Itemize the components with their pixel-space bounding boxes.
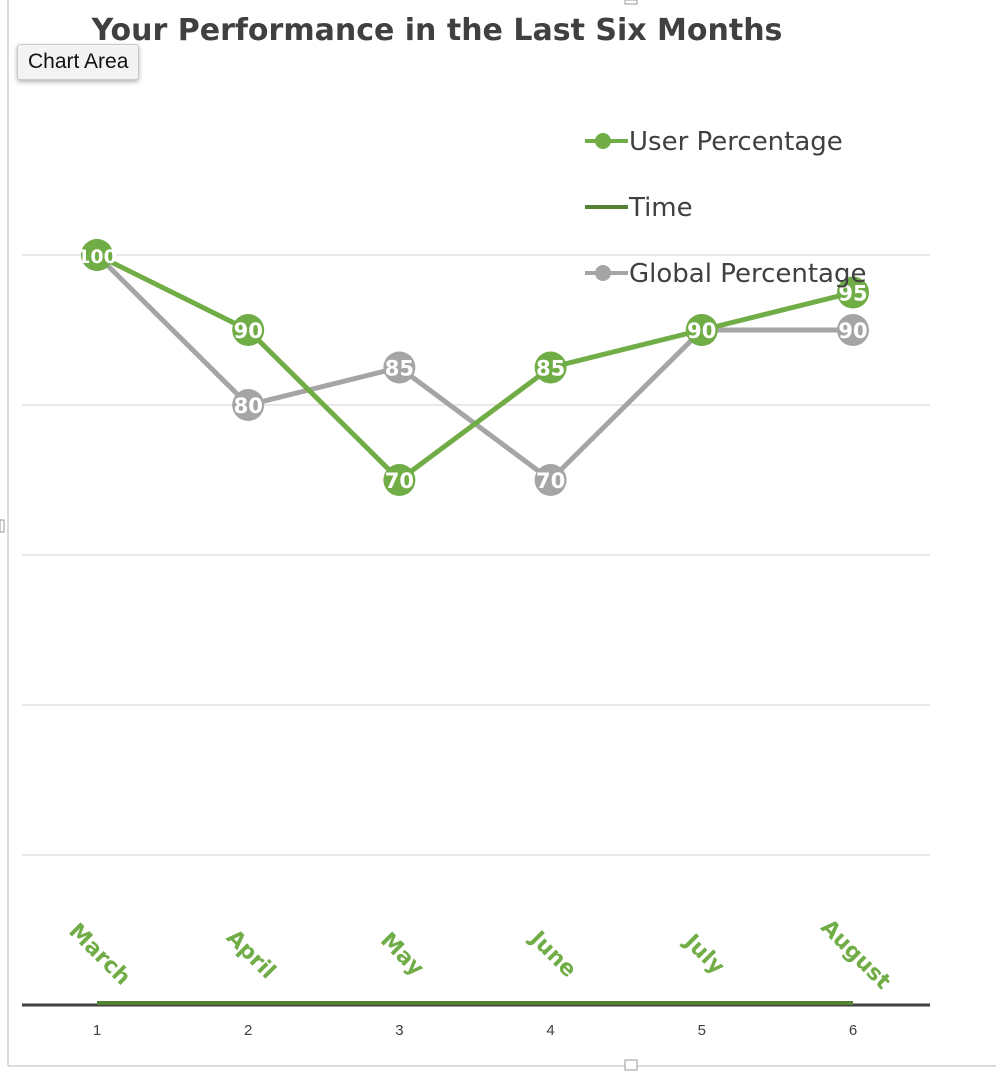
data-label-global-percentage: 70: [536, 469, 565, 493]
point-user-percentage: [685, 314, 718, 346]
legend-marker-user-percentage: [595, 133, 611, 149]
legend-label-time: Time: [628, 193, 693, 223]
data-label-global-percentage: 90: [838, 319, 867, 343]
point-user-percentage: [534, 351, 567, 384]
point-global-percentage: [383, 351, 416, 384]
legend-marker-global-percentage: [595, 265, 611, 281]
x-tick-label: 1: [93, 1022, 101, 1039]
data-label-global-percentage: 80: [234, 394, 263, 418]
data-label-user-percentage: 90: [234, 319, 263, 343]
chart-title: Your Performance in the Last Six Months: [91, 13, 783, 48]
x-tick-label: 3: [395, 1022, 403, 1039]
category-label: April: [221, 925, 280, 984]
series-line-user-percentage: [95, 252, 854, 483]
data-labels: 10080857090901009070859095: [77, 239, 869, 496]
category-label: June: [523, 925, 581, 983]
data-label-user-percentage: 85: [536, 357, 565, 381]
category-label: May: [375, 928, 428, 981]
chart-area-tooltip: Chart Area: [17, 44, 140, 80]
legend: User Percentage Time Global Percentage: [585, 127, 866, 289]
point-user-percentage: [81, 239, 113, 271]
category-label: August: [816, 915, 896, 995]
category-label: July: [678, 928, 729, 979]
x-tick-label: 2: [244, 1022, 252, 1039]
point-global-percentage: [232, 389, 265, 421]
gridlines: [22, 254, 930, 856]
point-user-percentage: [837, 276, 869, 309]
category-label: March: [64, 919, 136, 991]
x-tick-label: 6: [849, 1022, 857, 1039]
legend-label-global-percentage: Global Percentage: [629, 259, 866, 289]
legend-label-user-percentage: User Percentage: [629, 127, 843, 157]
data-label-user-percentage: 100: [77, 246, 117, 268]
data-label-global-percentage: 85: [385, 357, 414, 381]
category-labels: March April May June July August: [64, 915, 896, 995]
series-layer: [95, 252, 854, 1005]
x-tick-label: 5: [698, 1022, 706, 1039]
data-label-user-percentage: 70: [385, 469, 414, 493]
point-global-percentage: [534, 464, 567, 496]
data-label-user-percentage: 90: [687, 319, 716, 343]
x-axis: 1 2 3 4 5 6: [22, 1003, 930, 1039]
x-tick-label: 4: [546, 1022, 554, 1039]
point-user-percentage: [232, 314, 265, 346]
point-user-percentage: [383, 464, 416, 496]
data-label-user-percentage: 95: [838, 282, 867, 306]
point-global-percentage: [837, 314, 869, 346]
